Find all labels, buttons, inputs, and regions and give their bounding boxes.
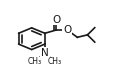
Text: N: N: [41, 48, 48, 58]
Text: CH₃: CH₃: [27, 57, 41, 66]
Text: O: O: [51, 15, 60, 25]
Text: O: O: [63, 25, 71, 35]
Text: CH₃: CH₃: [47, 57, 61, 66]
